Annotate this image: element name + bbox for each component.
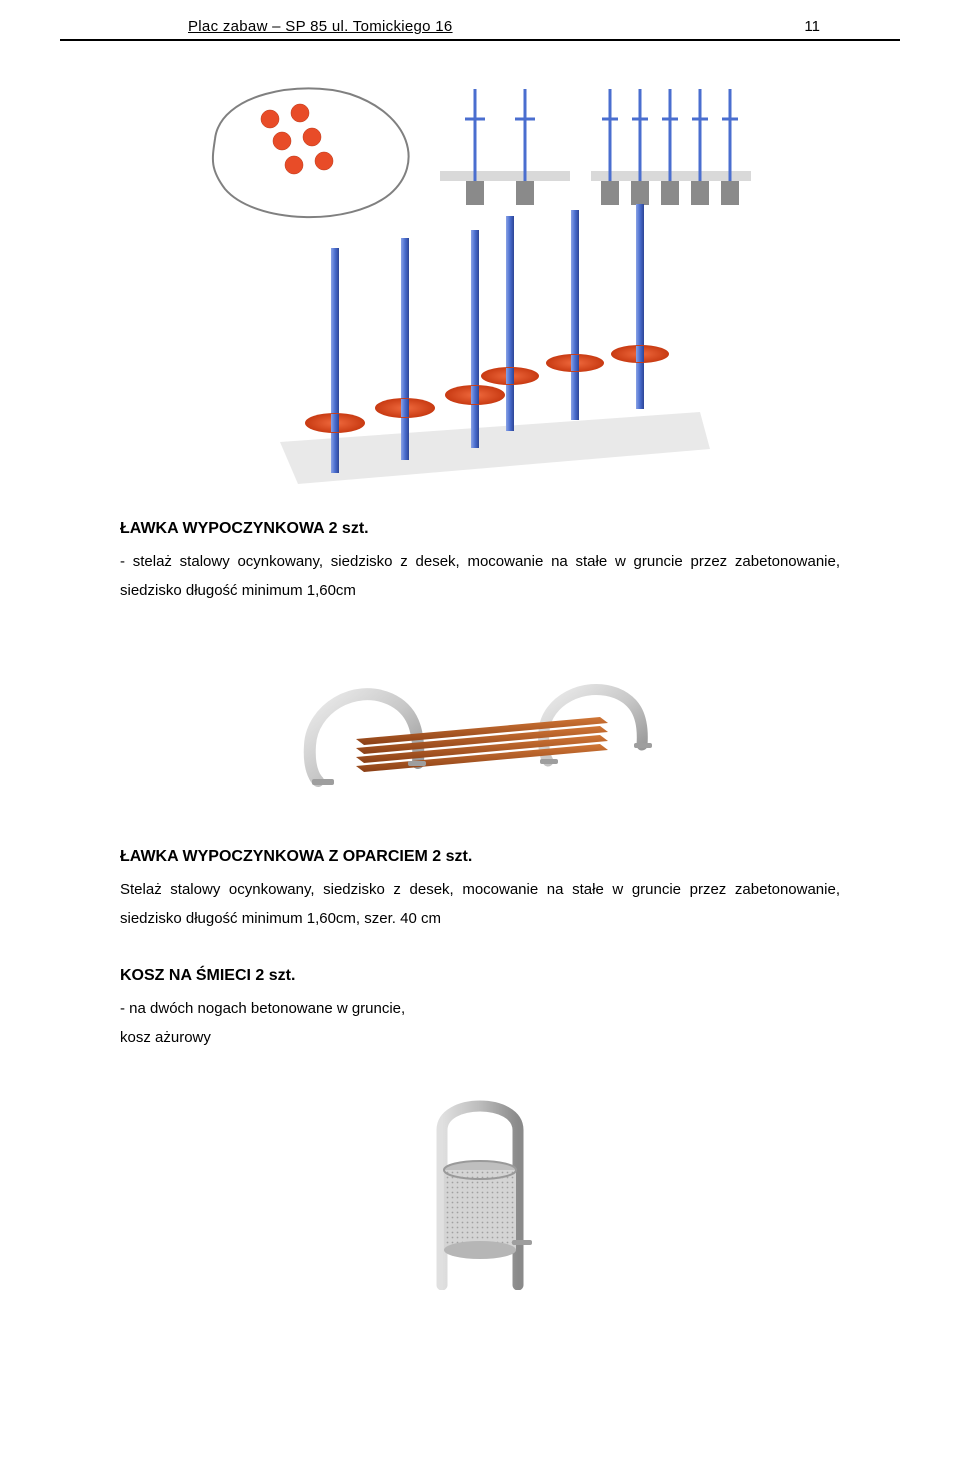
header-bar: Plac zabaw – SP 85 ul. Tomickiego 16 11 (60, 0, 900, 41)
page-number: 11 (804, 18, 820, 35)
bin-svg (400, 1080, 560, 1290)
heading-bench-backrest: ŁAWKA WYPOCZYNKOWA Z OPARCIEM 2 szt. (120, 848, 840, 866)
body-bin-line2: kosz ażurowy (120, 1024, 840, 1053)
content-area: ŁAWKA WYPOCZYNKOWA 2 szt. - stelaż stalo… (0, 69, 960, 1295)
section-view-2poles-icon (440, 89, 570, 205)
heading-bin: KOSZ NA ŚMIECI 2 szt. (120, 967, 840, 985)
plan-view-icon (213, 88, 409, 217)
header-title: Plac zabaw – SP 85 ul. Tomickiego 16 (188, 18, 453, 35)
section-view-5poles-icon (591, 89, 751, 205)
figure-playground-posts (120, 69, 840, 494)
bench-svg (300, 653, 660, 803)
posts-3d-icon (280, 204, 710, 484)
body-bench-backrest: Stelaż stalowy ocynkowany, siedzisko z d… (120, 876, 840, 933)
figure-bench (120, 653, 840, 808)
figure-bin (120, 1080, 840, 1295)
playground-posts-svg (200, 69, 760, 489)
heading-bench: ŁAWKA WYPOCZYNKOWA 2 szt. (120, 520, 840, 538)
page: Plac zabaw – SP 85 ul. Tomickiego 16 11 (0, 0, 960, 1481)
body-bin-line1: - na dwóch nogach betonowane w gruncie, (120, 995, 840, 1024)
body-bench: - stelaż stalowy ocynkowany, siedzisko z… (120, 548, 840, 605)
